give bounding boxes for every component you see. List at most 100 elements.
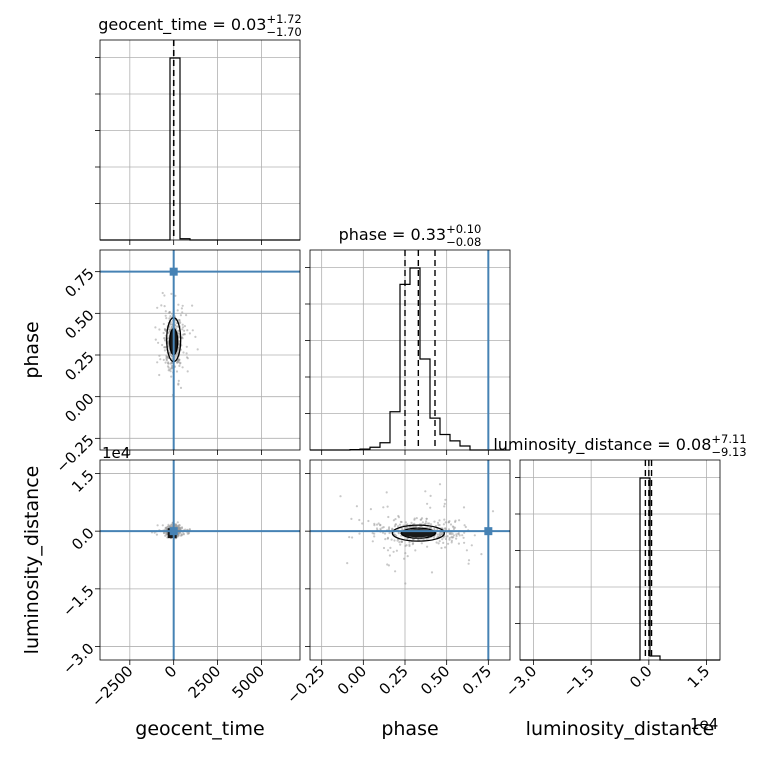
sample-point [406,555,409,558]
x-tick-label: −0.25 [283,662,328,707]
sample-point [164,336,167,340]
sample-point [350,517,353,521]
sample-point [339,495,342,498]
sample-point [436,521,440,525]
sample-point [448,536,451,540]
x-axis-label-geocent_time: geocent_time [135,718,264,740]
sample-point [404,552,407,555]
sample-point [186,370,189,373]
sample-point [384,538,387,541]
axes-frame [309,459,511,661]
sample-point [425,517,428,520]
sample-point [390,538,393,541]
sample-point [428,527,431,530]
sample-point [448,538,451,541]
sample-point [394,523,397,526]
sample-point [458,534,461,537]
sample-point [433,520,436,523]
sample-point [404,582,407,585]
sample-point [393,533,397,536]
sample-point [448,532,451,535]
x-tick-label: −3.0 [502,662,540,700]
sample-point [437,542,440,545]
sample-point [163,532,166,535]
y-tick-label: 1.5 [68,466,98,496]
x-tick-label: 0.0 [626,662,656,692]
sample-point [178,364,181,367]
sample-point [375,523,379,526]
sample-point [426,522,429,525]
sample-point [400,540,403,543]
sample-point [186,357,189,360]
sample-point [467,562,470,565]
sample-point [412,525,415,529]
contour-outer [391,524,445,542]
sample-point [168,317,171,320]
sample-point [183,333,186,336]
sample-point [185,352,188,355]
y-offset-text-luminosity_distance: 1e4 [102,444,130,462]
sample-point [398,523,402,526]
sample-point [179,314,182,317]
sample-point [440,546,443,550]
sample-point [177,303,180,306]
sample-point [157,341,160,344]
sample-point [348,536,351,539]
sample-point [158,354,161,357]
sample-point [181,328,184,331]
sample-point [165,358,168,361]
sample-point [179,386,183,389]
title-upper-error: +7.11 [711,432,746,446]
sample-point [430,571,434,574]
sample-point [185,345,188,348]
panel-title-geocent_time: geocent_time = 0.03+1.72 −1.70 [98,12,301,39]
title-text: phase = 0.33 [339,225,446,244]
sample-point [411,543,414,546]
sample-point [176,521,179,524]
axes-frame [309,249,511,451]
sample-point [387,515,390,519]
sample-point [393,539,396,542]
sample-point [194,335,197,338]
sample-point [171,312,174,315]
sample-point [177,531,180,534]
histogram-step-phase [310,267,510,451]
sample-point [170,375,173,378]
sample-point [183,325,186,328]
sample-point [410,521,413,525]
sample-point [382,506,385,509]
sample-point [351,536,354,539]
sample-point [180,527,184,530]
sample-point [178,320,181,323]
sample-point [169,362,172,365]
contour-inner [400,527,436,539]
sample-point [358,518,361,522]
sample-point [388,554,391,557]
sample-point [457,542,460,545]
y-tick-label: −1.5 [59,582,97,620]
sample-point [162,331,165,335]
sample-point [183,329,186,332]
sample-point [461,534,464,537]
sample-point [491,510,495,513]
sample-point [156,306,159,309]
sample-point [163,305,166,308]
sample-point [159,358,162,361]
sample-point [386,549,390,552]
panel-title-luminosity_distance: luminosity_distance = 0.08+7.11 −9.13 [493,432,746,459]
sample-point [167,362,170,365]
scatter-panel-phase-luminosity_distance: −0.25 0.00 0.25 0.50 0.75 [283,459,511,707]
y-tick-label: 0.50 [61,306,97,342]
sample-point [155,533,158,536]
sample-point [404,521,407,524]
sample-point [396,539,399,542]
sample-point [170,367,173,370]
sample-point [389,546,392,550]
sample-point [346,562,349,565]
sample-point [167,342,170,345]
y-tick-label: −0.25 [52,431,97,476]
sample-point [163,349,166,352]
sample-point [158,373,161,377]
x-offset-text-luminosity_distance: 1e4 [690,715,718,733]
